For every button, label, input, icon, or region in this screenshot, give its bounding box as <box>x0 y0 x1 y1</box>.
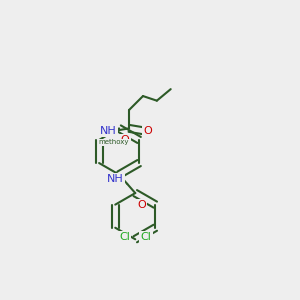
Text: O: O <box>121 135 130 145</box>
Text: methoxy: methoxy <box>98 139 129 145</box>
Text: O: O <box>137 200 146 210</box>
Text: NH: NH <box>107 174 124 184</box>
Text: O: O <box>143 126 152 136</box>
Text: Cl: Cl <box>141 232 152 242</box>
Text: NH: NH <box>100 126 117 136</box>
Text: Cl: Cl <box>119 232 130 242</box>
